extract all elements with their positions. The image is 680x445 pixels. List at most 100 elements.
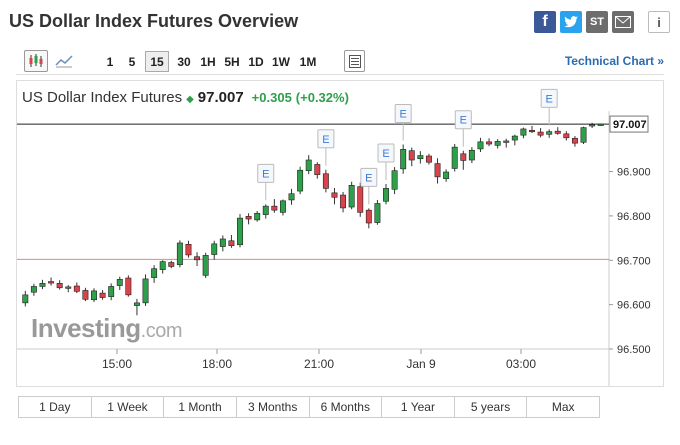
range-6-months[interactable]: 6 Months: [310, 397, 383, 417]
candle-body: [288, 193, 295, 201]
interval-1m[interactable]: 1M: [299, 54, 317, 69]
candle-body: [511, 135, 518, 141]
price-change: +0.305: [251, 90, 292, 105]
candle-body: [468, 149, 475, 161]
y-tick-label: 96.900: [617, 167, 651, 179]
candle-body: [554, 130, 561, 134]
candle-body: [425, 155, 432, 163]
candlestick-chart-icon[interactable]: [24, 50, 48, 72]
candle-body: [494, 141, 501, 146]
chart-toolbar: 1 5 15 30 1H 5H 1D 1W 1M Technical Chart »: [16, 49, 664, 75]
page-title: US Dollar Index Futures Overview: [9, 11, 299, 31]
candle-body: [365, 209, 372, 224]
event-marker: [257, 163, 275, 183]
info-icon[interactable]: i: [648, 11, 670, 33]
candle-body: [589, 124, 596, 127]
investing-logo: Investing.com: [31, 313, 182, 343]
interval-1d[interactable]: 1D: [248, 54, 264, 69]
up-arrow-icon: ◆: [186, 94, 194, 105]
event-marker-label: E: [400, 108, 407, 120]
interval-30[interactable]: 30: [177, 54, 191, 69]
y-tick-label: 96.500: [617, 344, 651, 356]
y-tick-label: 96.800: [617, 211, 651, 223]
candle-body: [357, 186, 364, 213]
candle-body: [279, 200, 286, 213]
range-1-year[interactable]: 1 Year: [382, 397, 455, 417]
email-share-icon[interactable]: [612, 11, 634, 33]
event-marker-label: E: [546, 93, 553, 105]
candle-body: [65, 286, 72, 289]
candle-body: [237, 217, 243, 246]
candle-body: [39, 283, 46, 287]
candle-body: [563, 133, 570, 139]
candle-body: [322, 173, 329, 189]
candle-body: [486, 141, 493, 145]
page-header: US Dollar Index Futures Overview f ST i: [0, 0, 680, 44]
candle-body: [48, 281, 55, 284]
candle-body: [116, 279, 123, 286]
candle-body: [546, 131, 553, 135]
candle-body: [254, 212, 261, 221]
range-5-years[interactable]: 5 years: [455, 397, 528, 417]
interval-5[interactable]: 5: [128, 54, 136, 69]
candle-body: [597, 123, 604, 126]
candle-body: [82, 290, 89, 300]
y-tick-label: 96.600: [617, 300, 651, 312]
candle-body: [245, 216, 252, 220]
interval-1[interactable]: 1: [106, 54, 114, 69]
candle-body: [219, 238, 226, 247]
event-marker: [454, 110, 472, 130]
candle-body: [400, 149, 407, 170]
candle-body: [529, 129, 535, 133]
facebook-share-icon[interactable]: f: [534, 11, 556, 33]
candle-body: [185, 244, 192, 256]
candle-body: [22, 294, 29, 304]
interval-15[interactable]: 15: [145, 51, 169, 72]
candle-body: [520, 128, 527, 136]
candle-body: [30, 286, 37, 293]
candle-body: [434, 163, 441, 178]
range-max[interactable]: Max: [551, 400, 575, 414]
candle-body: [99, 292, 106, 298]
range-1-month[interactable]: 1 Month: [164, 397, 237, 417]
table-view-icon[interactable]: [344, 50, 365, 72]
candle-body: [159, 261, 166, 270]
candle-body: [571, 137, 578, 144]
candle-body: [133, 302, 140, 306]
candle-body: [503, 140, 510, 143]
technical-chart-link[interactable]: Technical Chart »: [564, 54, 664, 68]
candle-body: [271, 205, 278, 211]
candle-body: [91, 290, 97, 301]
candle-body: [211, 243, 218, 255]
range-selector: 1 Day 1 Week 1 Month 3 Months 6 Months 1 Year…: [18, 396, 600, 418]
range-3-months[interactable]: 3 Months: [237, 397, 310, 417]
interval-1h[interactable]: 1H: [200, 54, 216, 69]
candle-body: [202, 255, 209, 276]
price-change-percent: (+0.32%): [295, 90, 349, 105]
event-marker-label: E: [262, 168, 269, 180]
twitter-share-icon[interactable]: [560, 11, 582, 33]
candle-body: [73, 285, 80, 292]
candle-body: [176, 242, 183, 266]
price-chart[interactable]: 96.900 96.800 96.700 96.600 96.500 15:00 18:00…: [16, 80, 664, 387]
y-tick-label: 96.700: [617, 255, 651, 267]
candle-body: [305, 159, 312, 171]
candle-body: [348, 184, 355, 208]
candle-body: [125, 277, 132, 296]
event-marker-label: E: [365, 172, 372, 184]
candle-body: [331, 192, 338, 198]
area-chart-icon[interactable]: [52, 50, 76, 72]
range-1-day[interactable]: 1 Day: [19, 397, 92, 417]
event-marker: [317, 129, 335, 149]
instrument-name: US Dollar Index Futures: [22, 89, 183, 106]
candle-body: [537, 131, 544, 136]
stocktwits-share-icon[interactable]: ST: [586, 11, 608, 33]
x-tick-label: 03:00: [506, 357, 536, 371]
interval-1w[interactable]: 1W: [272, 54, 290, 69]
candle-body: [151, 268, 158, 278]
candle-body: [443, 171, 450, 179]
candle-body: [417, 155, 424, 159]
candle-body: [297, 169, 304, 192]
range-1-week[interactable]: 1 Week: [92, 397, 165, 417]
interval-5h[interactable]: 5H: [224, 54, 240, 69]
